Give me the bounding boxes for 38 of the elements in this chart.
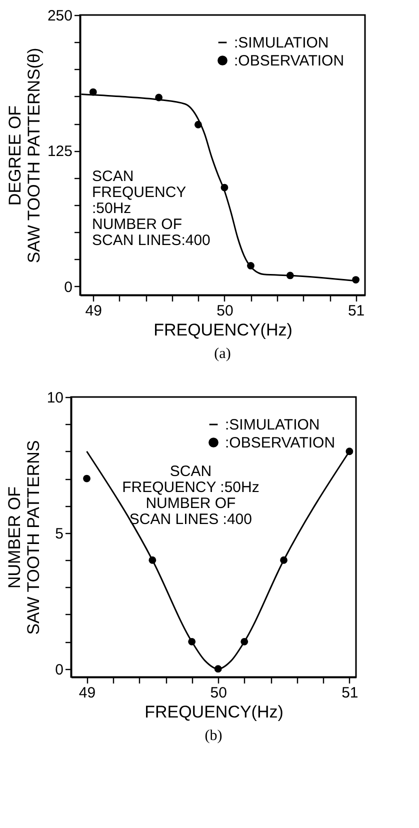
x-tick-label: 50 xyxy=(216,302,234,320)
legend-label: :OBSERVATION xyxy=(225,434,336,452)
x-tick-label: 51 xyxy=(348,302,365,320)
point xyxy=(188,638,196,646)
point xyxy=(247,262,254,270)
y-tick-label: 5 xyxy=(55,525,64,542)
text: (a) xyxy=(214,346,231,362)
point xyxy=(148,556,156,564)
x-tick-label: 51 xyxy=(342,684,358,702)
y-tick-label: 10 xyxy=(46,390,64,406)
annotation: SCAN FREQUENCY :50Hz NUMBER OF SCAN LINES:400 xyxy=(92,168,210,249)
point xyxy=(286,272,294,280)
point xyxy=(346,448,354,456)
y-tick-label: 0 xyxy=(55,661,64,678)
x-tick-label: 49 xyxy=(78,684,96,702)
legend-label: :OBSERVATION xyxy=(234,52,344,70)
point xyxy=(220,184,228,192)
point xyxy=(240,638,248,646)
y-axis-title: DEGREE OF SAW TOOTH PATTERNS(θ) xyxy=(5,48,44,264)
point xyxy=(155,94,163,102)
point xyxy=(89,88,97,96)
x-tick-label: 49 xyxy=(85,302,102,320)
x-axis-title: FREQUENCY(Hz) xyxy=(144,702,284,722)
x-tick-label: 50 xyxy=(210,684,227,702)
point xyxy=(194,120,202,128)
y-axis-title: NUMBER OF SAW TOOTH PATTERNS xyxy=(4,440,43,635)
point xyxy=(280,556,288,564)
text: (b) xyxy=(204,728,222,744)
y-tick-label: 250 xyxy=(47,8,72,24)
y-tick-label: 0 xyxy=(64,278,72,296)
point xyxy=(214,665,222,673)
point xyxy=(352,276,360,284)
legend-label: :SIMULATION xyxy=(234,34,329,52)
y-tick-label: 125 xyxy=(47,143,72,160)
x-axis-title: FREQUENCY(Hz) xyxy=(154,320,292,340)
point xyxy=(83,474,90,482)
legend-label: :SIMULATION xyxy=(225,416,320,434)
annotation: SCAN FREQUENCY :50Hz NUMBER OF SCAN LINES :400 xyxy=(122,463,260,528)
